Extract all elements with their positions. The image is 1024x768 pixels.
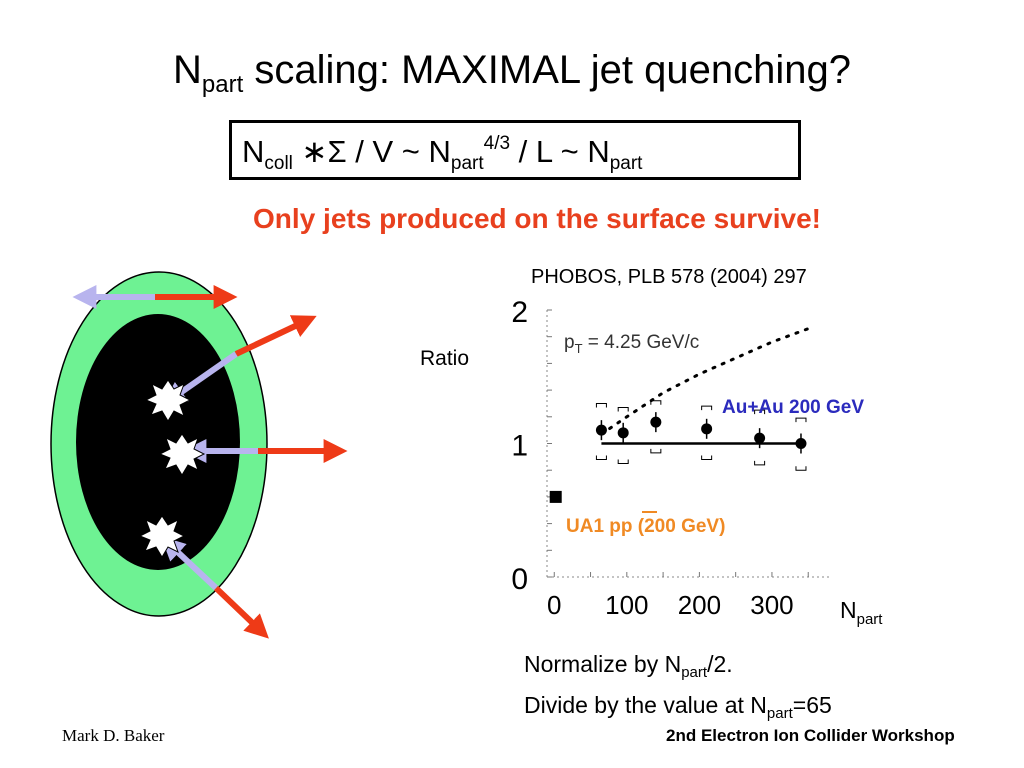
jet-arrow-outward [213,585,269,639]
systematic-bracket [754,460,766,466]
footer-author: Mark D. Baker [62,726,165,745]
y-tick-label: 2 [511,296,528,329]
x-tick-label: 200 [678,590,721,620]
jet-quenching-diagram [50,271,348,639]
legend-ua1: UA1 pp (200 GeV) [566,516,725,537]
systematic-brackets [595,400,807,471]
systematic-bracket [650,400,662,405]
jet-source-burst-icon [138,515,186,558]
subtitle: Only jets produced on the surface surviv… [253,203,821,234]
systematic-bracket [650,448,662,454]
auau-data-point [754,432,766,444]
page-title: Npart scaling: MAXIMAL jet quenching? [173,48,851,98]
x-axis: 0 100 200 300 [547,572,809,620]
auau-data-point [701,423,713,435]
formula-box: Ncoll ∗Σ / V ~ Npart4/3 / L ~ Npart [229,120,801,180]
systematic-bracket [595,402,607,408]
plot-frame [546,310,830,578]
systematic-bracket [617,459,629,465]
auau-data-point [650,416,662,428]
normalization-notes: Normalize by Npart/2. Divide by the valu… [524,648,832,730]
auau-data-point [617,427,629,439]
x-axis-label: Npart [840,597,883,628]
x-tick-label: 0 [547,590,561,620]
legend-auau: Au+Au 200 GeV [722,397,864,418]
footer-workshop: 2nd Electron Ion Collider Workshop [666,726,955,745]
y-axis: 0 1 2 [511,296,552,596]
auau-data-point [595,424,607,436]
citation: PHOBOS, PLB 578 (2004) 297 [531,266,807,288]
y-axis-label: Ratio [420,347,469,370]
systematic-bracket [595,455,607,461]
scaling-curve [599,327,810,436]
ratio-chart: 0 1 2 0 100 200 300 Ratio Npart pT = 4.25 GeV… [420,296,883,628]
auau-data-point [795,438,807,449]
note-line-1: Normalize by Npart/2. [524,651,733,681]
systematic-bracket [701,455,713,461]
systematic-bracket [795,466,807,471]
pt-annotation: pT = 4.25 GeV/c [564,332,699,356]
data-points [549,412,807,503]
npart-scaling-curve [599,327,810,436]
y-tick-label: 0 [511,563,528,596]
jet-source-burst-icon [158,433,206,476]
systematic-bracket [617,406,629,412]
x-tick-label: 300 [750,590,793,620]
jet-arrow-outward [234,315,317,357]
ua1-pp-data-point [549,490,562,503]
systematic-bracket [701,405,713,411]
systematic-bracket [795,417,807,423]
note-line-2: Divide by the value at Npart=65 [524,692,832,722]
y-tick-label: 1 [511,430,528,463]
x-tick-label: 100 [605,590,648,620]
jet-source-burst-icon [144,379,192,422]
formula-text: Ncoll ∗Σ / V ~ Npart4/3 / L ~ Npart [242,133,643,174]
systematic-bracket [754,409,766,415]
